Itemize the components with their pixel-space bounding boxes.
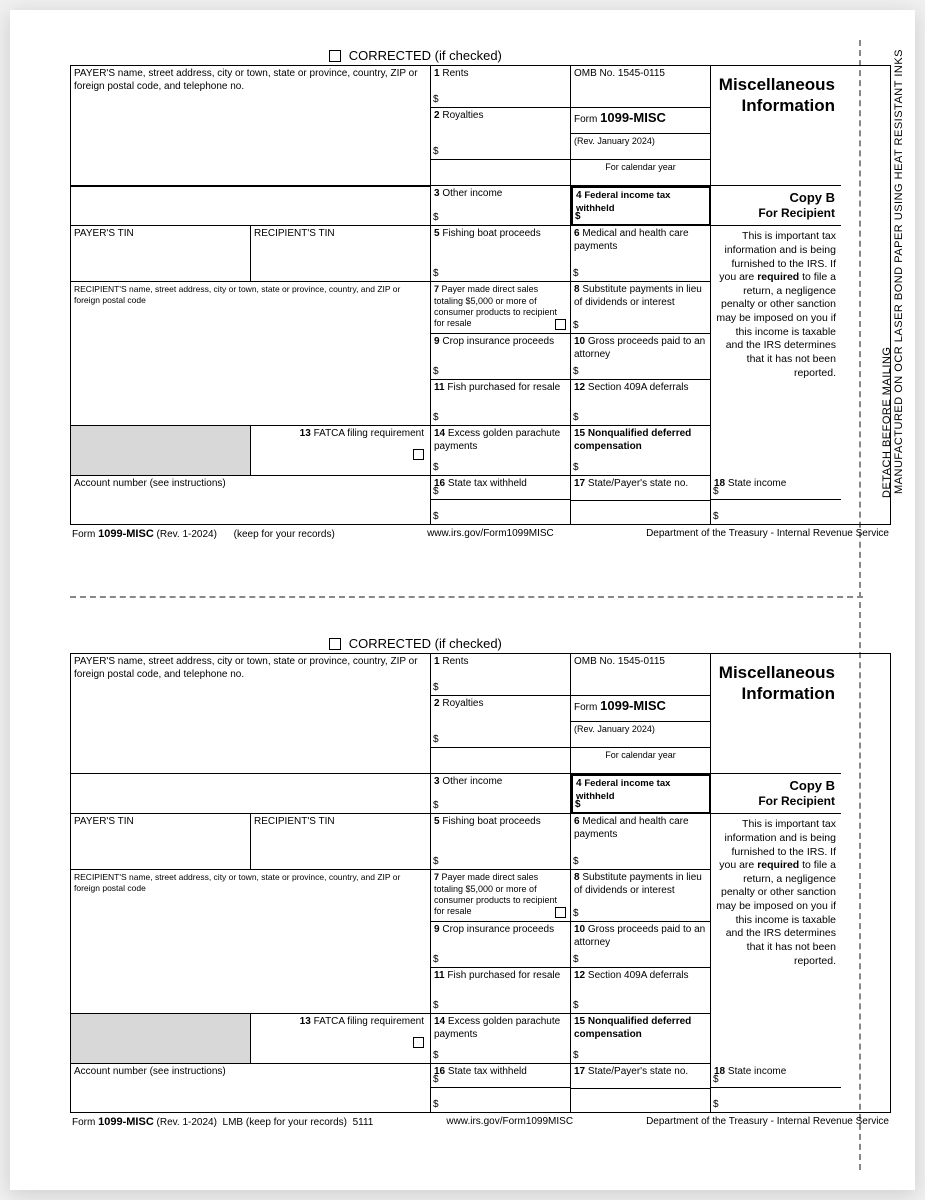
box-8-substitute[interactable]: 8 Substitute payments in lieu of dividen… (571, 870, 711, 922)
notice-cell: This is important tax information and is… (711, 814, 841, 1064)
payer-address-box[interactable]: PAYER'S name, street address, city or to… (71, 654, 431, 774)
form-grid: PAYER'S name, street address, city or to… (70, 653, 891, 1113)
payer-tin-box[interactable]: PAYER'S TIN (71, 226, 251, 282)
box-5-fishing[interactable]: 5 Fishing boat proceeds $ (431, 226, 571, 282)
omb-cell: OMB No. 1545-0115 (571, 654, 711, 696)
box-11-fish[interactable]: 11 Fish purchased for resale $ (431, 968, 571, 1014)
corrected-label: CORRECTED (if checked) (349, 48, 502, 63)
horizontal-perforation (70, 596, 863, 598)
box-13-fatca[interactable]: 13 FATCA filing requirement (251, 1014, 431, 1064)
box-13-checkbox[interactable] (413, 449, 424, 460)
box-9-crop[interactable]: 9 Crop insurance proceeds $ (431, 334, 571, 380)
box-2-royalties[interactable]: 2 Royalties $ (431, 108, 571, 160)
rev-cell: (Rev. January 2024) (571, 722, 711, 748)
account-number-box[interactable]: Account number (see instructions) (71, 1064, 431, 1112)
recipient-tin-box[interactable]: RECIPIENT'S TIN (251, 226, 431, 282)
box-2-royalties[interactable]: 2 Royalties $ (431, 696, 571, 748)
box-5-fishing[interactable]: 5 Fishing boat proceeds $ (431, 814, 571, 870)
corrected-row: CORRECTED (if checked) (70, 48, 891, 63)
box-12-409a[interactable]: 12 Section 409A deferrals $ (571, 968, 711, 1014)
box-1-rents[interactable]: 1 Rents $ (431, 66, 571, 108)
box-6-medical[interactable]: 6 Medical and health care payments $ (571, 226, 711, 282)
box-14-parachute[interactable]: 14 Excess golden parachute payments $ (431, 426, 571, 476)
box-16-state-tax[interactable]: 16 State tax withheld $ (431, 1064, 571, 1088)
footer-2: Form 1099-MISC (Rev. 1-2024) LMB (keep f… (70, 1116, 891, 1128)
side-line-2: MANUFACTURED ON OCR LASER BOND PAPER USI… (893, 48, 905, 494)
payer-tin-box[interactable]: PAYER'S TIN (71, 814, 251, 870)
box-3-other-income[interactable]: 3 Other income $ (431, 186, 571, 226)
form-page: DETACH BEFORE MAILING MANUFACTURED ON OC… (10, 10, 915, 1190)
box-10-attorney[interactable]: 10 Gross proceeds paid to an attorney $ (571, 334, 711, 380)
box-9-crop[interactable]: 9 Crop insurance proceeds $ (431, 922, 571, 968)
corrected-checkbox[interactable] (329, 50, 341, 62)
calendar-year-cell[interactable]: For calendar year (571, 748, 711, 774)
payer-address-box[interactable]: PAYER'S name, street address, city or to… (71, 66, 431, 186)
corrected-checkbox[interactable] (329, 638, 341, 650)
rev-cell: (Rev. January 2024) (571, 134, 711, 160)
title-cell: Miscellaneous Information (711, 66, 841, 186)
recipient-address-box[interactable]: RECIPIENT'S name, street address, city o… (71, 282, 431, 426)
calendar-year-cell[interactable]: For calendar year (571, 160, 711, 186)
box-10-attorney[interactable]: 10 Gross proceeds paid to an attorney $ (571, 922, 711, 968)
box-14-parachute[interactable]: 14 Excess golden parachute payments $ (431, 1014, 571, 1064)
box-13-checkbox[interactable] (413, 1037, 424, 1048)
box-4-fed-tax-withheld[interactable]: 4 Federal income tax withheld $ (571, 774, 711, 814)
box-16b[interactable]: $ (431, 500, 571, 524)
form-number-cell: Form 1099-MISC (571, 696, 711, 722)
box-8-substitute[interactable]: 8 Substitute payments in lieu of dividen… (571, 282, 711, 334)
box-4-fed-tax-withheld[interactable]: 4 Federal income tax withheld $ (571, 186, 711, 226)
box-12-409a[interactable]: 12 Section 409A deferrals $ (571, 380, 711, 426)
box-18-state-income[interactable]: 18 State income $ (711, 1064, 841, 1088)
box-18-state-income[interactable]: 18 State income $ (711, 476, 841, 500)
box-6-medical[interactable]: 6 Medical and health care payments $ (571, 814, 711, 870)
form-number-cell: Form 1099-MISC (571, 108, 711, 134)
box-17-state-no[interactable]: 17 State/Payer's state no. (571, 476, 711, 524)
recipient-tin-box[interactable]: RECIPIENT'S TIN (251, 814, 431, 870)
box-3-other-income[interactable]: 3 Other income $ (431, 774, 571, 814)
box-15-nonqual[interactable]: 15 Nonqualified deferred compensation $ (571, 426, 711, 476)
omb-cell: OMB No. 1545-0115 (571, 66, 711, 108)
box-7-checkbox[interactable] (555, 907, 566, 918)
form-copy-1: CORRECTED (if checked) PAYER'S name, str… (70, 48, 891, 596)
form-copy-2: CORRECTED (if checked) PAYER'S name, str… (70, 636, 891, 1184)
box-16-state-tax[interactable]: 16 State tax withheld $ (431, 476, 571, 500)
box-15-nonqual[interactable]: 15 Nonqualified deferred compensation $ (571, 1014, 711, 1064)
corrected-row: CORRECTED (if checked) (70, 636, 891, 651)
title-cell: Miscellaneous Information (711, 654, 841, 774)
box-18b[interactable]: $ (711, 500, 841, 524)
box-11-fish[interactable]: 11 Fish purchased for resale $ (431, 380, 571, 426)
box-18b[interactable]: $ (711, 1088, 841, 1112)
shaded-cell (71, 426, 251, 476)
shaded-cell (71, 1014, 251, 1064)
box-17-state-no[interactable]: 17 State/Payer's state no. (571, 1064, 711, 1112)
box-7-checkbox[interactable] (555, 319, 566, 330)
footer-1: Form 1099-MISC (Rev. 1-2024) (keep for y… (70, 528, 891, 540)
box-7-direct-sales[interactable]: 7 Payer made direct sales totaling $5,00… (431, 282, 571, 334)
copy-b-cell: Copy B For Recipient (711, 774, 841, 814)
box-1-rents[interactable]: 1 Rents $ (431, 654, 571, 696)
notice-cell: This is important tax information and is… (711, 226, 841, 476)
account-number-box[interactable]: Account number (see instructions) (71, 476, 431, 524)
form-grid: PAYER'S name, street address, city or to… (70, 65, 891, 525)
copy-b-cell: Copy B For Recipient (711, 186, 841, 226)
box-16b[interactable]: $ (431, 1088, 571, 1112)
recipient-address-box[interactable]: RECIPIENT'S name, street address, city o… (71, 870, 431, 1014)
box-13-fatca[interactable]: 13 FATCA filing requirement (251, 426, 431, 476)
box-7-direct-sales[interactable]: 7 Payer made direct sales totaling $5,00… (431, 870, 571, 922)
